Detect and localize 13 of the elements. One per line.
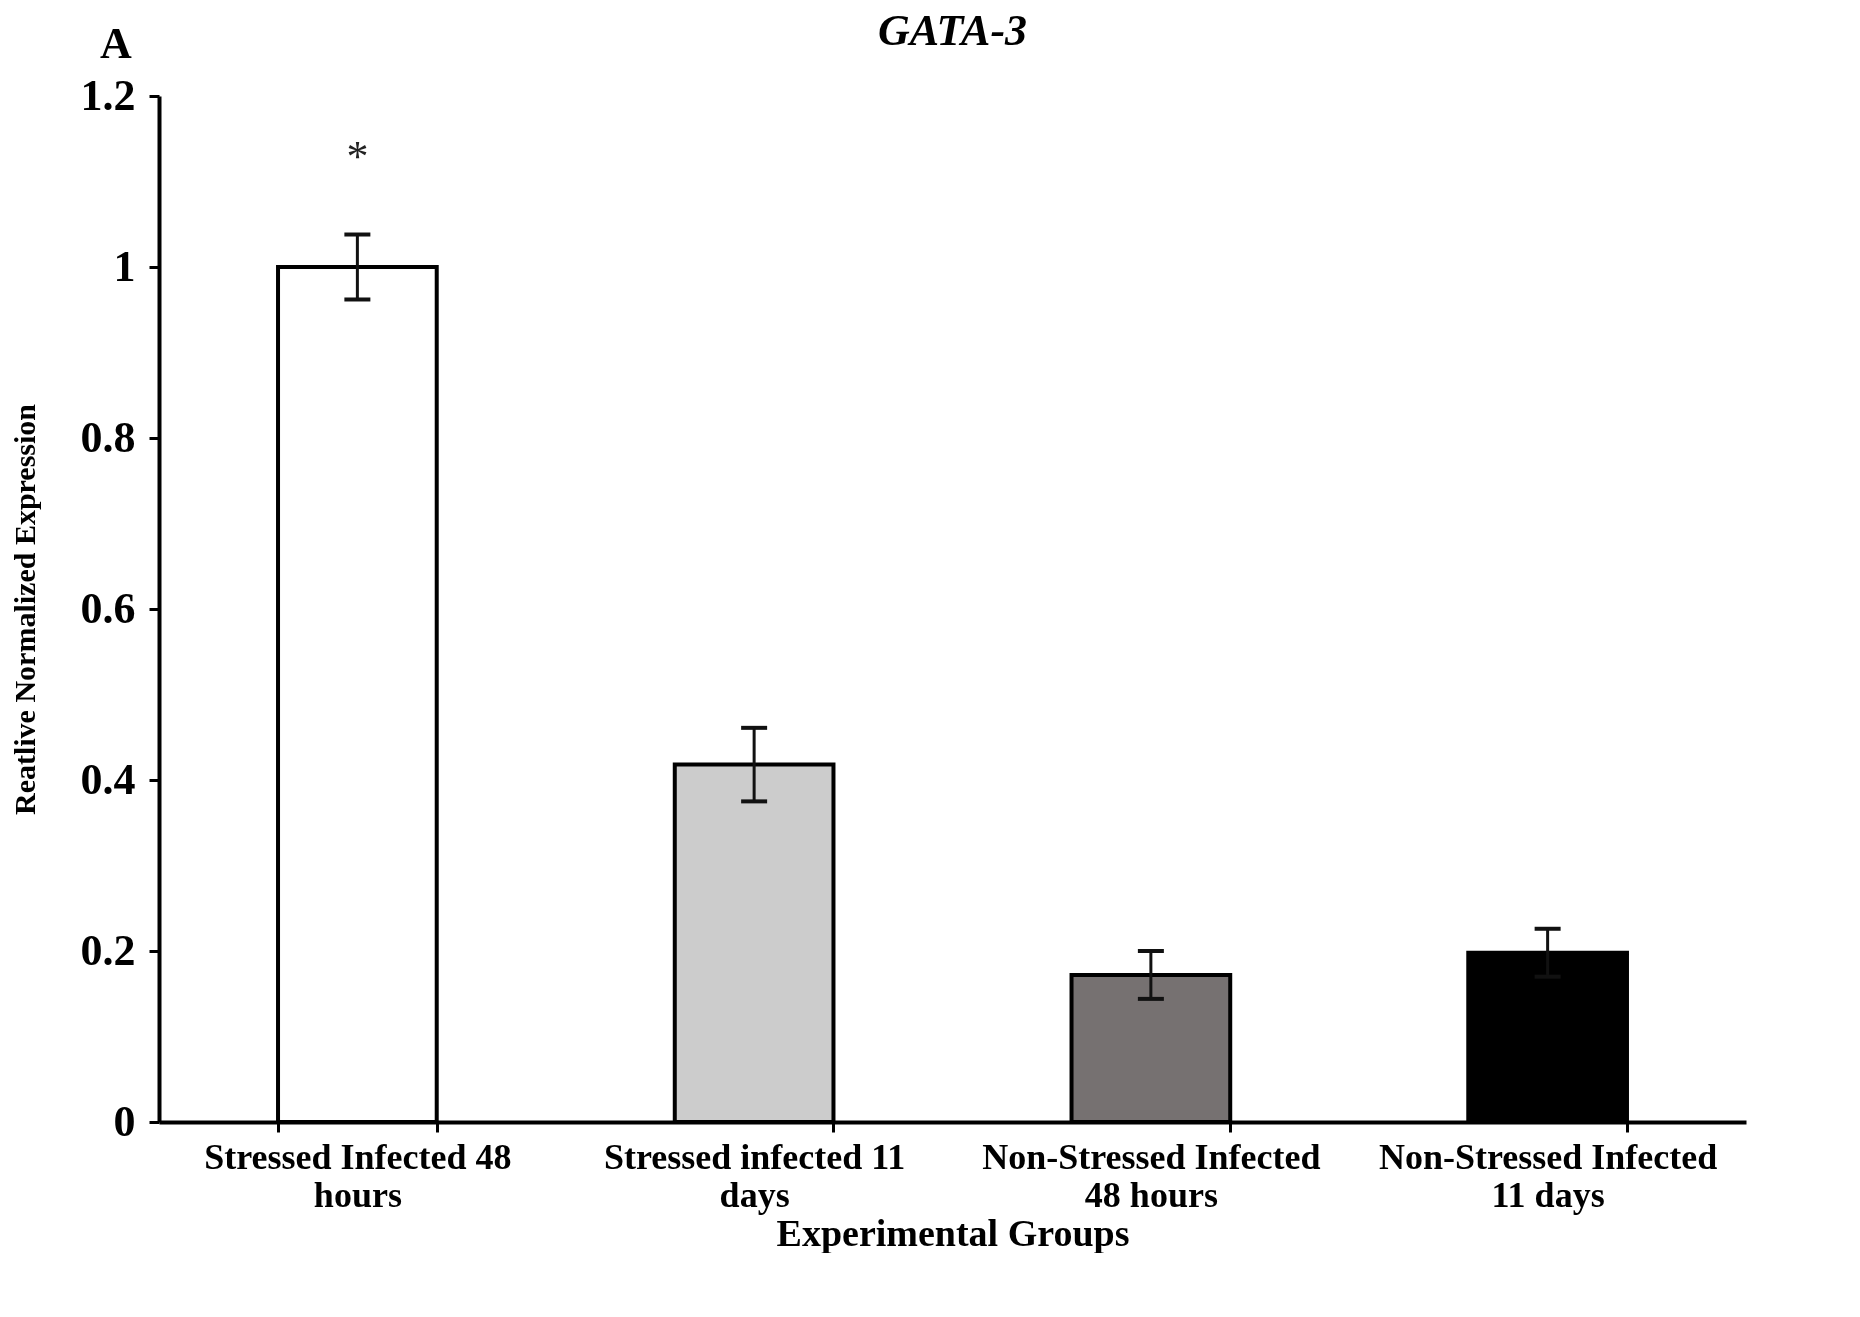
- y-tick-label: 1.2: [80, 70, 136, 120]
- y-axis-title: Reatlive Normalized Expression: [7, 403, 41, 816]
- chart-title: GATA-3: [877, 6, 1028, 55]
- x-tick-label: Stressed Infected 48 hours: [204, 1136, 512, 1215]
- annotation: *: [346, 132, 369, 181]
- y-tick-label: 1: [113, 241, 136, 291]
- y-tick-label: 0.8: [80, 412, 136, 462]
- y-tick-label: 0.4: [80, 754, 136, 804]
- y-tick-label: 0.6: [80, 583, 136, 633]
- text: A: [100, 18, 132, 69]
- x-tick-label: Non-Stressed Infected 11 days: [1378, 1136, 1718, 1215]
- y-tick-label: 0.2: [80, 925, 136, 975]
- y-tick-label: 0: [113, 1096, 136, 1146]
